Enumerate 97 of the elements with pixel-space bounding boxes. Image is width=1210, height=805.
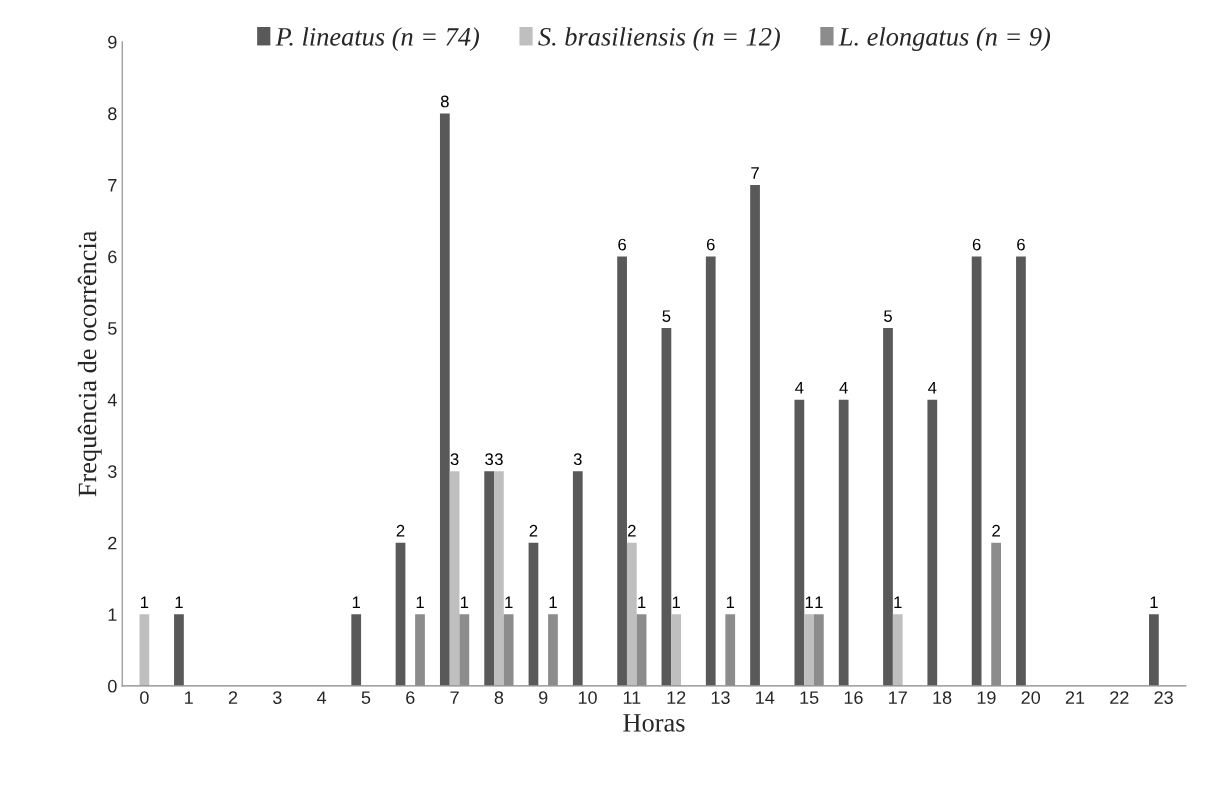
y-tick-label: 1 (108, 608, 117, 621)
x-tick-label: 18 (933, 691, 952, 704)
x-tick-label: 4 (317, 691, 327, 704)
data-label: 2 (628, 524, 636, 537)
bar (671, 614, 682, 686)
x-tick-label: 1 (185, 691, 193, 704)
y-axis-title: Frequência de ocorrência (77, 230, 102, 497)
y-tick-label: 4 (107, 393, 117, 407)
x-axis-title: Horas (623, 714, 685, 732)
legend-label: P. lineatus (n = 74) (275, 27, 480, 52)
data-label: 1 (460, 596, 469, 609)
bar (572, 471, 583, 686)
x-tick-label: 13 (711, 691, 730, 704)
x-tick-label: 10 (578, 691, 597, 704)
data-label: 1 (141, 596, 149, 609)
data-label: 1 (815, 596, 823, 609)
y-tick-label: 5 (108, 322, 117, 335)
data-label: 1 (894, 596, 902, 609)
data-label: 8 (440, 95, 449, 108)
bar (449, 471, 460, 686)
y-tick-label: 9 (108, 35, 117, 49)
data-label: 2 (529, 524, 538, 537)
data-label: 1 (175, 596, 183, 609)
data-label: 4 (928, 381, 937, 394)
bar (439, 113, 450, 686)
data-label: 2 (396, 524, 405, 537)
data-label: 1 (416, 596, 424, 609)
bar (661, 328, 672, 686)
bar (484, 471, 495, 686)
data-label: 3 (450, 453, 459, 466)
legend-label: L. elongatus (n = 9) (838, 27, 1051, 52)
x-tick-label: 14 (756, 691, 775, 704)
data-label: 6 (1017, 238, 1025, 251)
bar (804, 614, 814, 686)
x-tick-label: 6 (406, 691, 415, 704)
data-label: 7 (751, 167, 759, 179)
x-tick-label: 12 (667, 691, 686, 704)
bar (174, 614, 184, 686)
bar (927, 399, 938, 686)
y-tick-label: 3 (108, 465, 117, 478)
data-label: 1 (505, 596, 513, 609)
x-tick-label: 3 (272, 691, 282, 704)
bar (794, 399, 805, 686)
data-label: 6 (618, 238, 626, 251)
data-label: 1 (638, 596, 646, 609)
data-label: 1 (726, 596, 735, 609)
x-tick-label: 20 (1021, 691, 1041, 704)
bar (1149, 614, 1159, 686)
bar (395, 542, 406, 686)
data-label: 4 (795, 381, 804, 394)
y-tick-label: 0 (108, 679, 117, 693)
data-label: 4 (839, 381, 848, 394)
data-label: 1 (352, 596, 361, 609)
bar (705, 256, 716, 686)
data-label: 1 (549, 596, 557, 609)
x-tick-label: 22 (1110, 691, 1129, 704)
x-tick-label: 7 (450, 691, 459, 704)
data-label: 1 (1150, 596, 1158, 609)
data-label: 6 (972, 238, 981, 251)
data-label: 2 (992, 524, 1000, 537)
y-tick-label: 2 (108, 536, 117, 550)
bar (528, 542, 539, 686)
x-tick-label: 21 (1065, 691, 1085, 704)
bar (883, 328, 893, 686)
x-tick-label: 17 (889, 691, 907, 704)
bar (1016, 256, 1026, 686)
x-tick-label: 15 (800, 691, 819, 704)
x-tick-label: 23 (1154, 691, 1173, 704)
x-tick-label: 8 (494, 691, 504, 704)
data-label: 3 (573, 453, 582, 466)
data-label: 3 (494, 453, 503, 466)
y-tick-label: 8 (108, 107, 117, 121)
bar (626, 542, 637, 686)
bar (617, 256, 627, 686)
x-tick-label: 16 (844, 691, 863, 704)
x-tick-label: 19 (977, 691, 996, 704)
bar (139, 614, 150, 686)
bar (750, 184, 760, 686)
y-tick-label: 6 (108, 250, 117, 264)
data-label: 1 (672, 596, 680, 609)
bar (494, 471, 504, 686)
bar (892, 614, 903, 686)
data-label: 5 (662, 310, 671, 323)
bar (971, 256, 982, 686)
bar (351, 614, 362, 686)
legend-label: S. brasiliensis (n = 12) (538, 27, 780, 52)
data-label: 5 (884, 310, 892, 323)
data-label: 6 (706, 238, 715, 251)
x-tick-label: 11 (623, 691, 641, 704)
x-tick-label: 0 (140, 691, 149, 704)
y-tick-label: 7 (108, 179, 117, 192)
data-label: 3 (485, 453, 494, 466)
x-tick-label: 2 (228, 691, 238, 704)
data-label: 1 (805, 596, 813, 609)
x-tick-label: 5 (361, 691, 371, 704)
bar (838, 399, 849, 686)
x-tick-label: 9 (539, 691, 548, 704)
